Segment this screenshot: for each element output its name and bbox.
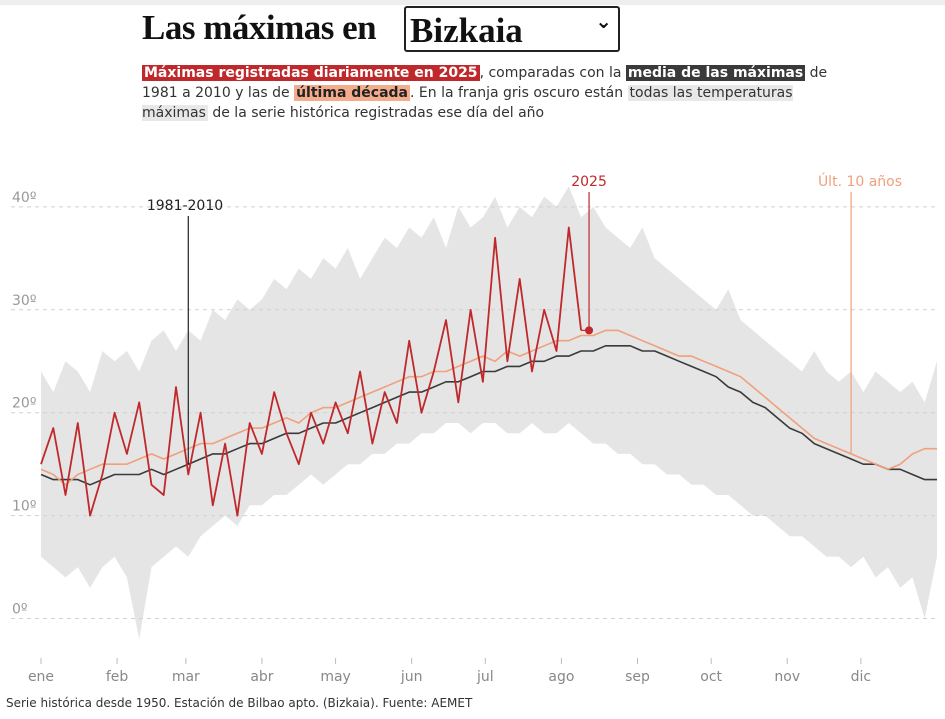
series-line bbox=[40, 226, 582, 517]
y-tick-label: 20º bbox=[12, 396, 36, 412]
province-select[interactable]: Bizkaia bbox=[404, 0, 620, 52]
series-label: 2025 bbox=[571, 174, 607, 190]
x-tick-label: abr bbox=[250, 669, 273, 685]
y-tick-label: 10º bbox=[12, 499, 36, 515]
x-tick-label: feb bbox=[106, 669, 129, 685]
x-tick-label: ago bbox=[548, 669, 574, 685]
x-tick-label: dic bbox=[851, 669, 871, 685]
subtitle-text: de la serie histórica registradas ese dí… bbox=[207, 105, 545, 121]
subtitle-text: . En la franja gris oscuro están bbox=[410, 85, 628, 101]
subtitle-highlight: media de las máximas bbox=[625, 65, 806, 81]
x-tick-label: mar bbox=[172, 669, 200, 685]
x-tick-label: jul bbox=[476, 669, 494, 685]
top-bar bbox=[0, 0, 945, 5]
y-tick-label: 0º bbox=[12, 602, 28, 618]
subtitle: Máximas registradas diariamente en 2025,… bbox=[142, 63, 832, 123]
x-tick-label: sep bbox=[625, 669, 650, 685]
subtitle-text: de 1981 a 2010 y las de bbox=[142, 65, 828, 101]
series-label: 1981-2010 bbox=[147, 198, 223, 214]
y-tick-label: 40º bbox=[12, 190, 36, 206]
last-point bbox=[585, 326, 594, 335]
x-tick-label: oct bbox=[700, 669, 722, 685]
subtitle-highlight: última década bbox=[294, 85, 410, 101]
x-tick-label: may bbox=[320, 669, 351, 685]
range-band bbox=[41, 186, 937, 640]
subtitle-text: , comparadas con la bbox=[479, 65, 626, 81]
x-tick-label: jun bbox=[400, 669, 423, 685]
series-label: Últ. 10 años bbox=[818, 172, 902, 190]
series-line bbox=[40, 329, 937, 486]
x-tick-label: ene bbox=[28, 669, 54, 685]
title: Las máximas en bbox=[142, 8, 377, 47]
source-note: Serie histórica desde 1950. Estación de … bbox=[6, 696, 473, 710]
subtitle-highlight: Máximas registradas diariamente en 2025 bbox=[142, 65, 480, 81]
x-tick-label: nov bbox=[774, 669, 800, 685]
y-tick-label: 30º bbox=[12, 293, 36, 309]
